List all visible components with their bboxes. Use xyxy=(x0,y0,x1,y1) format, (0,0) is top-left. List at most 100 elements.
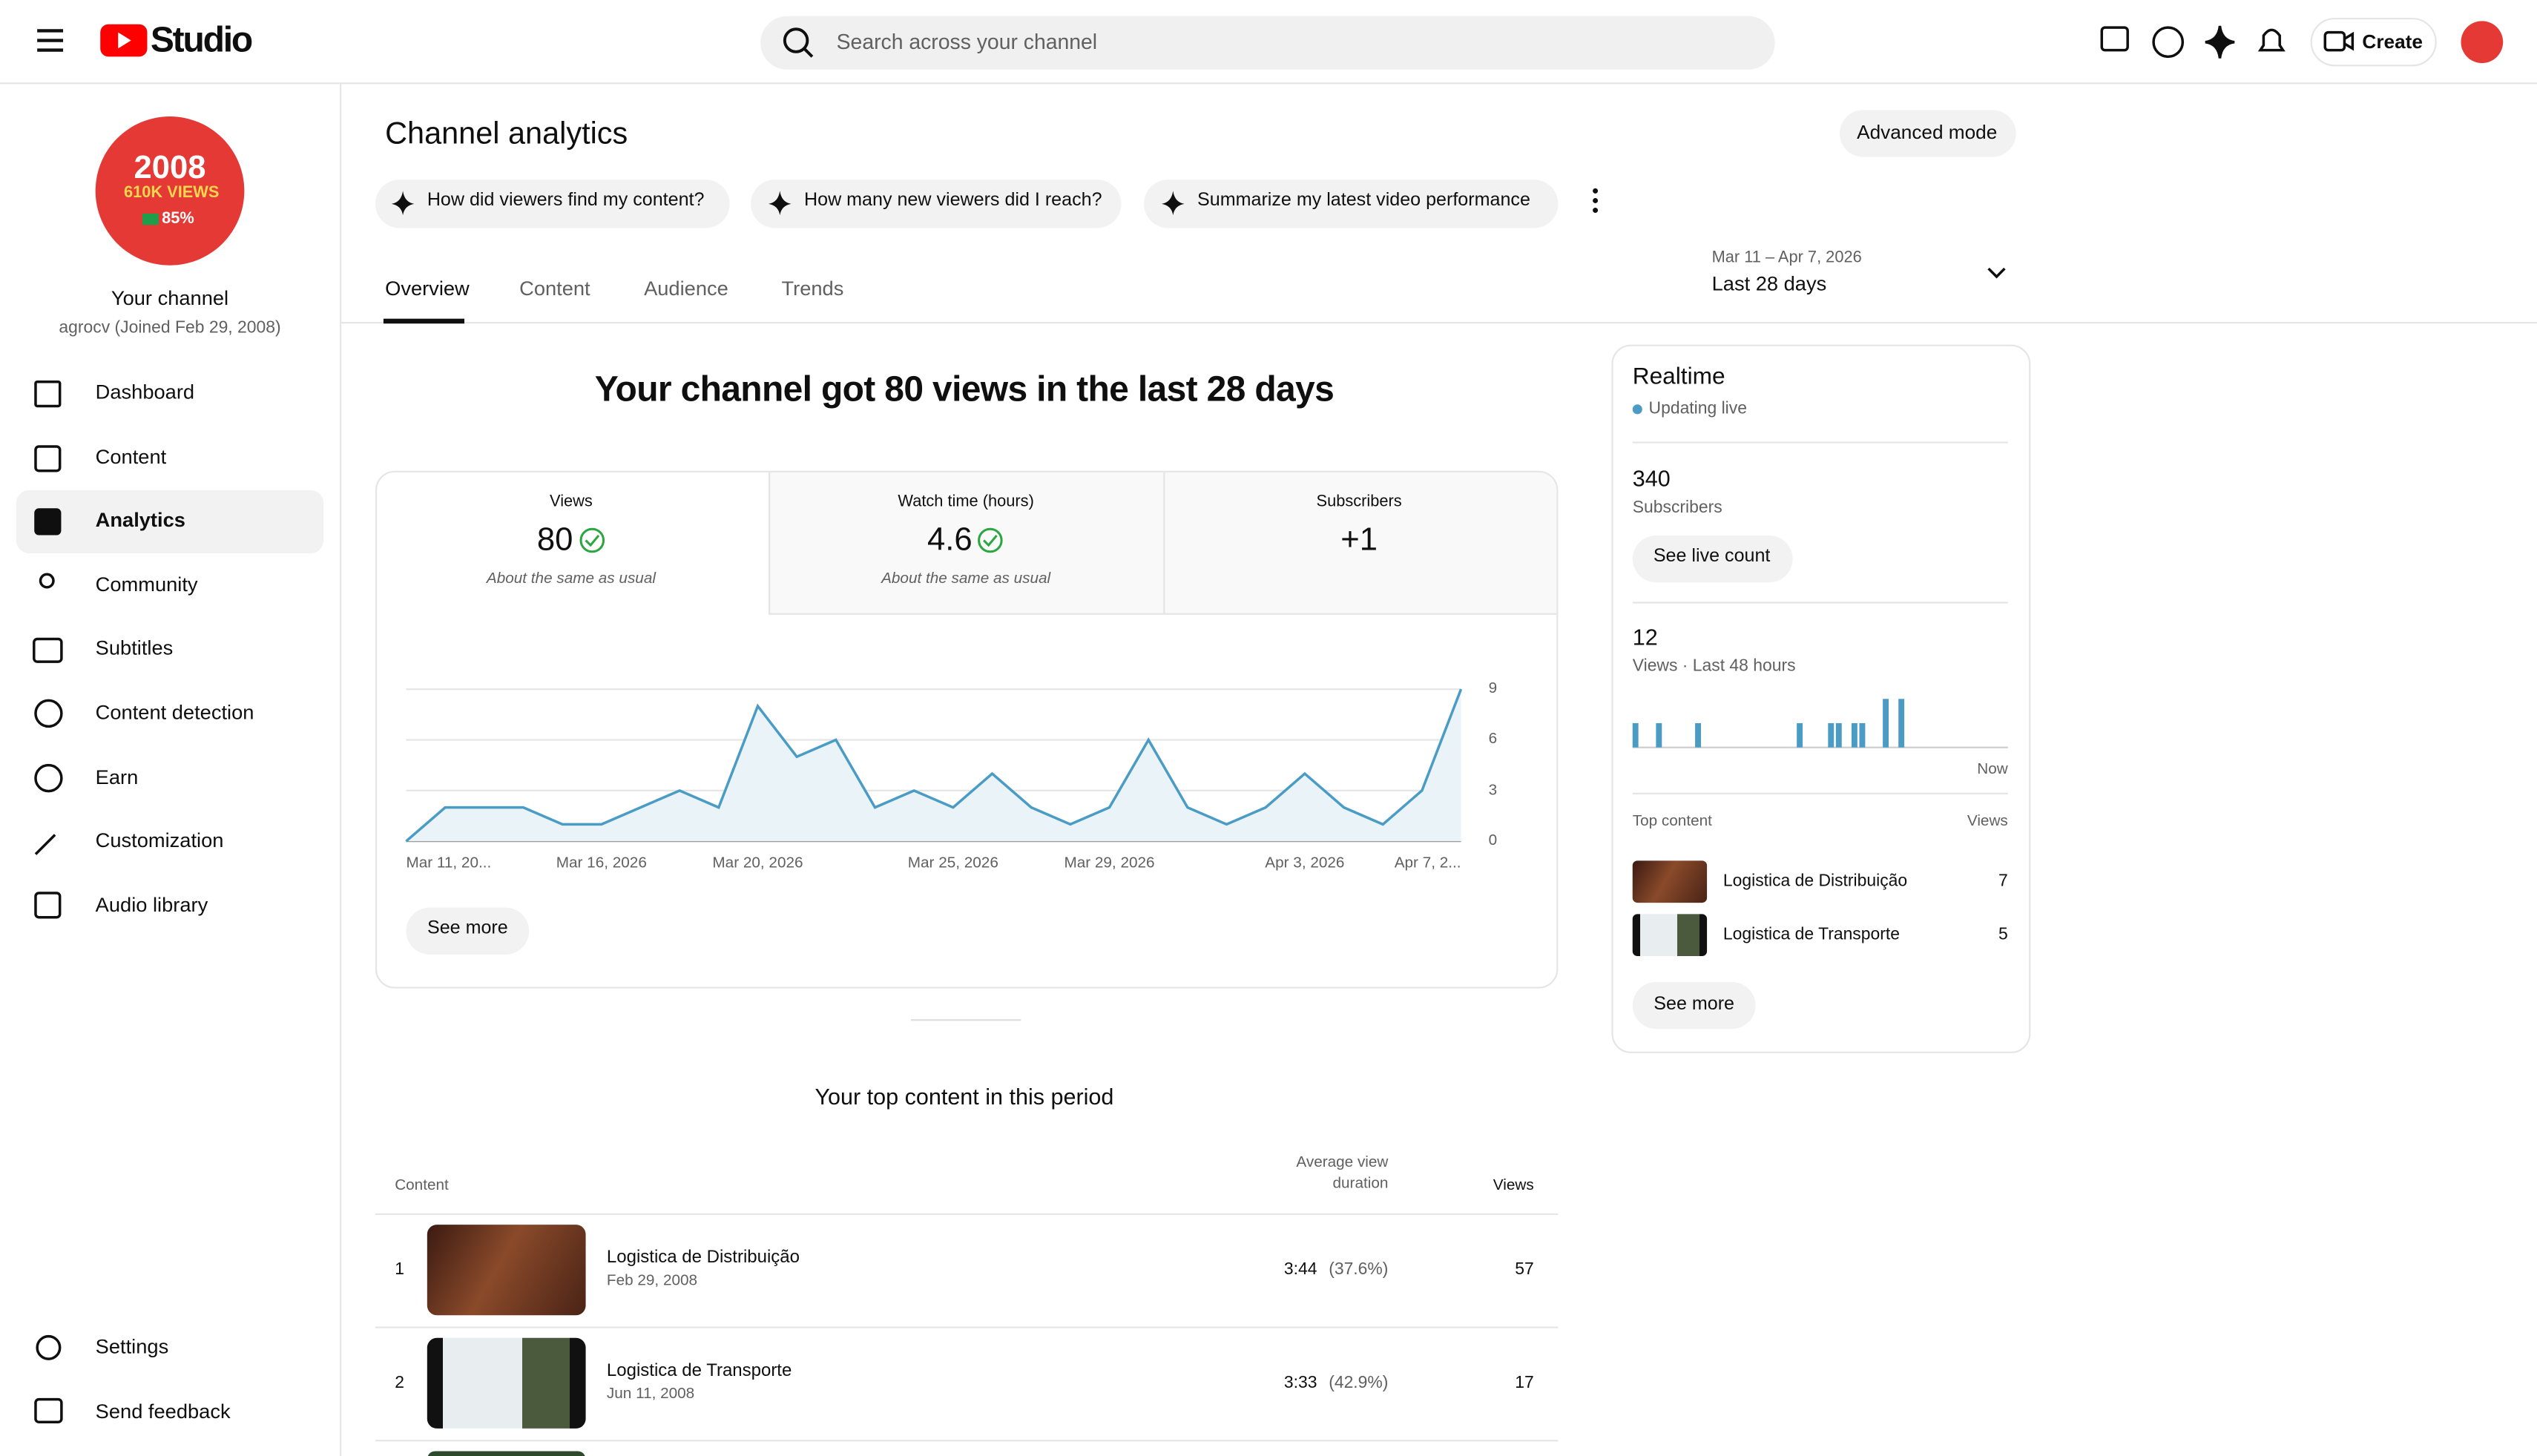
row-divider xyxy=(375,1440,1559,1442)
metric-label[interactable]: Watch time (hours) xyxy=(898,493,1034,512)
prompt-chip[interactable] xyxy=(751,179,1122,228)
realtime-see-more[interactable] xyxy=(1632,981,1756,1030)
bar xyxy=(1851,722,1857,748)
row-percent: (42.9%) xyxy=(1329,1373,1389,1393)
x-tick-label: Mar 25, 2026 xyxy=(907,854,998,873)
nav-item[interactable]: Customization xyxy=(95,829,224,852)
more-menu[interactable] xyxy=(1593,188,1599,214)
nav-item[interactable]: Send feedback xyxy=(95,1400,231,1423)
advanced-button[interactable] xyxy=(1839,110,2016,157)
row-title[interactable]: Logistica de Distribuição xyxy=(606,1248,800,1268)
prompt-chip[interactable] xyxy=(375,179,730,228)
flag xyxy=(142,213,159,225)
metric-tab[interactable] xyxy=(769,472,1165,615)
row-views: 57 xyxy=(1515,1259,1534,1279)
bar xyxy=(1632,722,1639,748)
x-tick-label: Mar 29, 2026 xyxy=(1064,854,1155,873)
account-avatar[interactable] xyxy=(2461,21,2504,64)
tab[interactable]: Content xyxy=(519,277,590,300)
nav-item[interactable]: Earn xyxy=(95,765,139,788)
avatar-text: 610K VIEWS xyxy=(123,184,220,202)
nav-item[interactable]: Community xyxy=(95,573,198,596)
nav-icons xyxy=(33,380,63,1423)
thumbnail[interactable] xyxy=(427,1337,586,1429)
see-more-label[interactable]: See more xyxy=(1654,995,1735,1015)
live-count-label[interactable]: See live count xyxy=(1653,547,1771,567)
nav-item[interactable]: Analytics xyxy=(95,509,185,532)
item-title[interactable]: Logistica de Distribuição xyxy=(1722,871,1908,892)
live-dot xyxy=(1632,404,1642,415)
thumbnail[interactable] xyxy=(1632,860,1708,903)
prompt-text[interactable]: Summarize my latest video performance xyxy=(1197,191,1530,211)
chart-see-more[interactable] xyxy=(406,907,530,955)
metric-note: About the same as usual xyxy=(881,570,1051,588)
realtime-title: Realtime xyxy=(1632,364,1725,391)
advanced-label[interactable]: Advanced mode xyxy=(1857,121,1998,144)
nav-item[interactable]: Content xyxy=(95,445,167,468)
item-title[interactable]: Logistica de Transporte xyxy=(1722,924,1900,945)
row-duration: 3:33 xyxy=(1283,1373,1317,1393)
date-period[interactable]: Last 28 days xyxy=(1711,272,1827,296)
nav-item[interactable]: Content detection xyxy=(95,701,254,725)
row-percent: (37.6%) xyxy=(1329,1259,1389,1279)
see-more-label[interactable]: See more xyxy=(427,919,508,939)
metric-value[interactable]: 80 xyxy=(536,522,573,559)
channel-avatar[interactable] xyxy=(95,116,245,266)
page-title: Channel analytics xyxy=(385,117,628,152)
create-label[interactable]: Create xyxy=(2362,30,2423,53)
bar xyxy=(1695,722,1701,748)
bar xyxy=(1883,699,1889,748)
thumbnail[interactable] xyxy=(427,1225,586,1316)
logo-play xyxy=(118,32,131,49)
search-box[interactable] xyxy=(760,16,1775,70)
row-divider xyxy=(375,1213,1559,1216)
divider xyxy=(1632,441,2008,444)
realtime-status: Updating live xyxy=(1648,399,1747,419)
row-duration: 3:44 xyxy=(1283,1259,1317,1279)
channel-name[interactable]: Your channel xyxy=(111,287,229,310)
check-icons xyxy=(579,527,1003,553)
tab[interactable]: Audience xyxy=(644,277,728,300)
item-views: 5 xyxy=(1998,924,2008,945)
scroll-handle xyxy=(910,1019,1021,1021)
create-button[interactable] xyxy=(2310,17,2437,67)
prompt-chip[interactable] xyxy=(1144,179,1559,228)
date-dropdown[interactable] xyxy=(1987,267,2006,279)
logo-text[interactable]: Studio xyxy=(150,19,253,60)
row-title[interactable]: Logistica de Transporte xyxy=(606,1361,792,1381)
metric-value[interactable]: +1 xyxy=(1340,522,1378,559)
metric-value[interactable]: 4.6 xyxy=(927,522,973,559)
search-placeholder[interactable]: Search across your channel xyxy=(836,29,1098,54)
search-icon[interactable] xyxy=(783,27,814,58)
nav-item[interactable]: Dashboard xyxy=(95,381,195,404)
menu-icon[interactable] xyxy=(37,29,64,52)
realtime-card xyxy=(1611,344,2031,1053)
tab[interactable]: Overview xyxy=(385,277,470,300)
tab[interactable]: Trends xyxy=(781,277,844,300)
bar xyxy=(1656,722,1662,748)
metric-label[interactable]: Views xyxy=(550,493,593,512)
header-icons[interactable] xyxy=(2100,25,2355,59)
section-title: Your top content in this period xyxy=(815,1083,1114,1110)
nav-item[interactable]: Subtitles xyxy=(95,637,174,660)
column-header: Average view duration xyxy=(1296,1153,1389,1193)
tab-underline xyxy=(383,318,464,324)
x-tick-label: Apr 3, 2026 xyxy=(1265,854,1345,873)
metric-tab[interactable] xyxy=(1163,472,1557,615)
row-date: Jun 11, 2008 xyxy=(606,1385,695,1403)
thumbnail[interactable] xyxy=(1632,914,1708,957)
bar xyxy=(1898,699,1905,748)
x-tick-label: Mar 11, 20... xyxy=(406,854,492,873)
nav-item[interactable]: Audio library xyxy=(95,893,208,917)
bar xyxy=(1835,722,1842,748)
y-tick-label: 0 xyxy=(1488,831,1498,850)
avatar-text: 2008 xyxy=(134,150,206,186)
prompt-text[interactable]: How did viewers find my content? xyxy=(427,191,705,211)
nav-item[interactable]: Settings xyxy=(95,1335,169,1359)
prompt-text[interactable]: How many new viewers did I reach? xyxy=(804,191,1102,211)
channel-handle: agrocv (Joined Feb 29, 2008) xyxy=(59,318,281,338)
metric-label[interactable]: Subscribers xyxy=(1316,493,1402,512)
row-views: 17 xyxy=(1515,1373,1534,1393)
live-count-button[interactable] xyxy=(1632,535,1793,583)
date-range[interactable]: Mar 11 – Apr 7, 2026 xyxy=(1711,248,1862,267)
